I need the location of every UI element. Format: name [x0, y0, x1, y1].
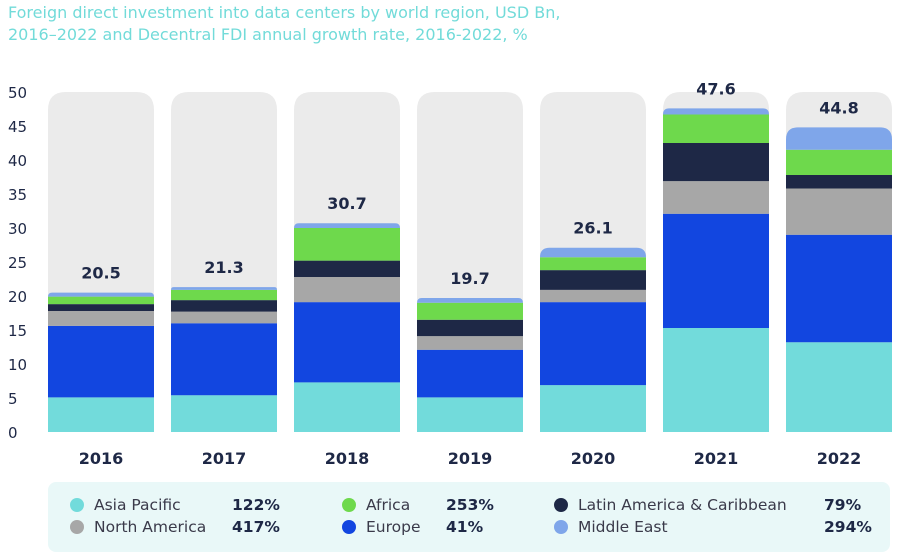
bar-segment-latin_america-2022	[786, 174, 892, 189]
legend: Asia Pacific 122% North America 417% Afr…	[48, 482, 890, 552]
y-tick-label-45: 45	[8, 118, 27, 136]
x-tick-label-2021: 2021	[694, 449, 739, 468]
chart-title-line-1: Foreign direct investment into data cent…	[8, 3, 561, 22]
y-tick-label-30: 30	[8, 220, 27, 238]
bar-segment-north_america-2017	[171, 311, 277, 324]
legend-swatch-north-america	[70, 520, 84, 534]
bar-segment-latin_america-2020	[540, 270, 646, 290]
total-label-2017: 21.3	[204, 258, 243, 277]
y-tick-label-5: 5	[8, 390, 18, 408]
bar-segment-africa-2022	[786, 149, 892, 175]
bar-segment-north_america-2018	[294, 276, 400, 303]
bar-segment-europe-2019	[417, 349, 523, 398]
legend-rate-africa: 253%	[446, 496, 494, 514]
total-label-2021: 47.6	[696, 79, 735, 98]
legend-rate-latin-america: 79%	[824, 496, 862, 514]
x-tick-label-2017: 2017	[202, 449, 247, 468]
y-tick-label-40: 40	[8, 152, 27, 170]
bar-segment-latin_america-2018	[294, 260, 400, 277]
bar-segment-north_america-2022	[786, 188, 892, 235]
bar-segment-middle_east-2018	[294, 223, 400, 228]
bar-segment-north_america-2020	[540, 289, 646, 303]
bar-segment-africa-2019	[417, 302, 523, 320]
y-tick-label-0: 0	[8, 424, 18, 442]
x-tick-label-2020: 2020	[571, 449, 616, 468]
bar-segment-asia_pacific-2017	[171, 395, 277, 432]
bar-segment-africa-2016	[48, 296, 154, 305]
legend-label-africa: Africa	[366, 496, 411, 514]
bar-segment-europe-2016	[48, 325, 154, 398]
bar-segment-middle_east-2021	[663, 108, 769, 115]
bar-segment-north_america-2016	[48, 310, 154, 326]
total-label-2019: 19.7	[450, 269, 489, 288]
y-tick-label-50: 50	[8, 84, 27, 102]
bar-segment-asia_pacific-2019	[417, 397, 523, 432]
legend-swatch-africa	[342, 498, 356, 512]
legend-swatch-latin-america	[554, 498, 568, 512]
x-tick-label-2022: 2022	[817, 449, 862, 468]
x-tick-label-2019: 2019	[448, 449, 493, 468]
bar-segment-africa-2021	[663, 114, 769, 143]
bar-segment-latin_america-2021	[663, 143, 769, 182]
chart-title-line-2: 2016–2022 and Decentral FDI annual growt…	[8, 25, 528, 44]
bar-segment-africa-2017	[171, 289, 277, 301]
bar-segment-middle_east-2020	[540, 247, 646, 258]
bar-segment-europe-2022	[786, 234, 892, 343]
legend-label-europe: Europe	[366, 518, 421, 536]
legend-label-middle-east: Middle East	[578, 518, 668, 536]
total-label-2016: 20.5	[81, 264, 120, 283]
y-tick-label-35: 35	[8, 186, 27, 204]
bar-segment-africa-2018	[294, 228, 400, 261]
x-tick-label-2016: 2016	[79, 449, 124, 468]
x-tick-label-2018: 2018	[325, 449, 370, 468]
bar-segment-africa-2020	[540, 257, 646, 271]
y-tick-label-25: 25	[8, 254, 27, 272]
bar-segment-latin_america-2019	[417, 319, 523, 337]
bar-segment-middle_east-2019	[417, 298, 523, 303]
y-tick-label-20: 20	[8, 288, 27, 306]
y-tick-label-10: 10	[8, 356, 27, 374]
legend-swatch-asia-pacific	[70, 498, 84, 512]
legend-label-asia-pacific: Asia Pacific	[94, 496, 181, 514]
legend-swatch-middle-east	[554, 520, 568, 534]
bar-segment-asia_pacific-2016	[48, 397, 154, 432]
bar-segment-north_america-2021	[663, 181, 769, 214]
total-label-2020: 26.1	[573, 219, 612, 238]
total-label-2018: 30.7	[327, 194, 366, 213]
bar-segment-asia_pacific-2020	[540, 385, 646, 432]
bar-segment-middle_east-2022	[786, 127, 892, 150]
bar-segment-europe-2021	[663, 213, 769, 328]
bar-segment-europe-2017	[171, 323, 277, 396]
bar-segment-europe-2020	[540, 302, 646, 386]
bar-segment-asia_pacific-2021	[663, 327, 769, 432]
bar-segment-europe-2018	[294, 302, 400, 383]
legend-label-north-america: North America	[94, 518, 207, 536]
legend-rate-middle-east: 294%	[824, 518, 872, 536]
bar-segment-middle_east-2016	[48, 292, 154, 297]
bar-segment-latin_america-2016	[48, 304, 154, 311]
y-tick-label-15: 15	[8, 322, 27, 340]
bar-segment-asia_pacific-2018	[294, 382, 400, 432]
legend-rate-asia-pacific: 122%	[232, 496, 280, 514]
legend-label-latin-america: Latin America & Caribbean	[578, 496, 787, 514]
legend-rate-north-america: 417%	[232, 518, 280, 536]
total-label-2022: 44.8	[819, 98, 858, 117]
legend-swatch-europe	[342, 520, 356, 534]
bar-segment-asia_pacific-2022	[786, 342, 892, 432]
bar-segment-middle_east-2017	[171, 287, 277, 290]
bar-segment-north_america-2019	[417, 336, 523, 350]
legend-rate-europe: 41%	[446, 518, 484, 536]
bar-segment-latin_america-2017	[171, 300, 277, 312]
